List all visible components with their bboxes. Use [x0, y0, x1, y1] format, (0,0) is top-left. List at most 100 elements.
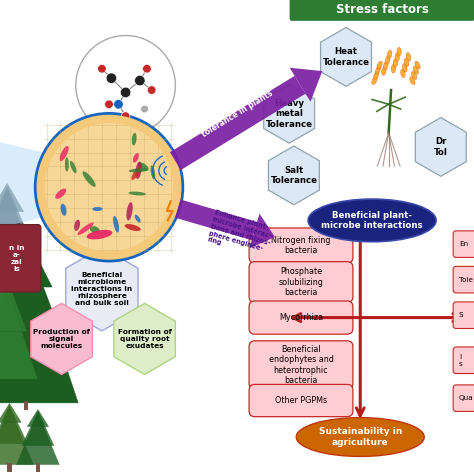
- Polygon shape: [114, 303, 175, 374]
- FancyBboxPatch shape: [249, 228, 353, 263]
- Text: Salt
Tolerance: Salt Tolerance: [270, 166, 318, 185]
- Polygon shape: [0, 246, 78, 403]
- Circle shape: [120, 87, 131, 98]
- Text: Beneficial
microbiome
interactions in
rhizosphere
and bulk soil: Beneficial microbiome interactions in rh…: [72, 272, 132, 306]
- Ellipse shape: [406, 53, 411, 61]
- Ellipse shape: [55, 189, 66, 199]
- Text: Production of
signal
molecules: Production of signal molecules: [33, 329, 90, 349]
- Polygon shape: [320, 27, 372, 86]
- Ellipse shape: [61, 204, 66, 216]
- Text: Heavy
metal
Tolerance: Heavy metal Tolerance: [265, 99, 313, 128]
- Text: Other PGPMs: Other PGPMs: [275, 396, 327, 405]
- Text: n in
a-
zal
ls: n in a- zal ls: [9, 245, 24, 272]
- FancyBboxPatch shape: [249, 384, 353, 417]
- FancyBboxPatch shape: [36, 463, 40, 472]
- FancyBboxPatch shape: [249, 262, 353, 302]
- Polygon shape: [31, 303, 92, 374]
- Ellipse shape: [138, 162, 149, 171]
- FancyBboxPatch shape: [453, 347, 474, 374]
- Polygon shape: [0, 186, 32, 243]
- Ellipse shape: [77, 222, 94, 235]
- Polygon shape: [415, 118, 466, 176]
- Circle shape: [147, 86, 156, 94]
- Ellipse shape: [377, 61, 382, 69]
- FancyBboxPatch shape: [453, 231, 474, 257]
- Circle shape: [98, 64, 106, 73]
- Circle shape: [141, 105, 148, 113]
- Ellipse shape: [74, 219, 80, 231]
- Text: En: En: [459, 241, 468, 247]
- Ellipse shape: [125, 224, 141, 231]
- Text: Heat
Tolerance: Heat Tolerance: [322, 47, 370, 66]
- Polygon shape: [0, 142, 180, 228]
- Ellipse shape: [128, 191, 146, 195]
- Circle shape: [121, 112, 130, 120]
- Ellipse shape: [65, 157, 69, 172]
- FancyBboxPatch shape: [24, 401, 28, 410]
- Ellipse shape: [136, 162, 142, 179]
- Ellipse shape: [127, 202, 133, 220]
- Polygon shape: [0, 403, 21, 422]
- Polygon shape: [0, 190, 40, 275]
- Ellipse shape: [382, 67, 386, 75]
- FancyBboxPatch shape: [249, 301, 353, 334]
- Ellipse shape: [397, 47, 401, 56]
- Circle shape: [105, 100, 113, 109]
- Polygon shape: [290, 68, 322, 102]
- Ellipse shape: [70, 161, 77, 173]
- Ellipse shape: [135, 215, 141, 223]
- Polygon shape: [249, 214, 275, 248]
- Ellipse shape: [395, 53, 399, 62]
- Text: Sustainability in
agriculture: Sustainability in agriculture: [319, 428, 402, 447]
- Circle shape: [135, 75, 145, 86]
- Circle shape: [143, 64, 151, 73]
- Polygon shape: [0, 235, 52, 287]
- Ellipse shape: [411, 72, 417, 79]
- Text: Enhance plant-
microbe interac-
tions and rhizos-
phere enginee-
ring: Enhance plant- microbe interac- tions an…: [206, 210, 275, 260]
- Ellipse shape: [131, 167, 141, 180]
- Ellipse shape: [129, 168, 148, 173]
- Ellipse shape: [90, 226, 100, 233]
- Ellipse shape: [296, 418, 424, 456]
- Polygon shape: [0, 241, 65, 345]
- Text: I
s: I s: [459, 354, 463, 367]
- Text: Beneficial plant-
microbe interactions: Beneficial plant- microbe interactions: [321, 211, 423, 230]
- Ellipse shape: [385, 55, 390, 64]
- Polygon shape: [0, 406, 27, 444]
- Text: Dr
Tol: Dr Tol: [434, 137, 448, 156]
- Polygon shape: [22, 411, 54, 446]
- Ellipse shape: [92, 207, 102, 211]
- Text: S: S: [459, 312, 464, 318]
- Ellipse shape: [132, 133, 137, 146]
- Ellipse shape: [404, 58, 409, 66]
- Circle shape: [76, 36, 175, 135]
- Ellipse shape: [383, 61, 388, 70]
- Text: Tole: Tole: [459, 277, 473, 283]
- Ellipse shape: [372, 77, 377, 84]
- FancyBboxPatch shape: [290, 0, 474, 21]
- Polygon shape: [27, 410, 49, 427]
- FancyBboxPatch shape: [453, 302, 474, 328]
- Ellipse shape: [151, 165, 155, 180]
- Polygon shape: [0, 242, 17, 284]
- Ellipse shape: [308, 199, 436, 242]
- FancyBboxPatch shape: [7, 463, 12, 472]
- Ellipse shape: [60, 146, 69, 161]
- Polygon shape: [0, 408, 33, 465]
- Polygon shape: [66, 247, 138, 331]
- Text: Mycorrhiza: Mycorrhiza: [279, 313, 323, 322]
- Polygon shape: [175, 200, 257, 240]
- FancyBboxPatch shape: [453, 385, 474, 411]
- Text: Nitrogen fixing
bacteria: Nitrogen fixing bacteria: [271, 236, 331, 255]
- Polygon shape: [0, 183, 24, 212]
- Circle shape: [41, 119, 177, 255]
- Text: Stress factors: Stress factors: [336, 2, 428, 16]
- Text: Beneficial
endophytes and
heterotrophic
bacteria: Beneficial endophytes and heterotrophic …: [269, 345, 333, 385]
- Ellipse shape: [82, 171, 96, 187]
- Ellipse shape: [402, 64, 407, 72]
- Polygon shape: [268, 146, 319, 205]
- FancyBboxPatch shape: [249, 341, 353, 389]
- Ellipse shape: [133, 153, 139, 163]
- Circle shape: [106, 73, 117, 83]
- Polygon shape: [264, 84, 315, 143]
